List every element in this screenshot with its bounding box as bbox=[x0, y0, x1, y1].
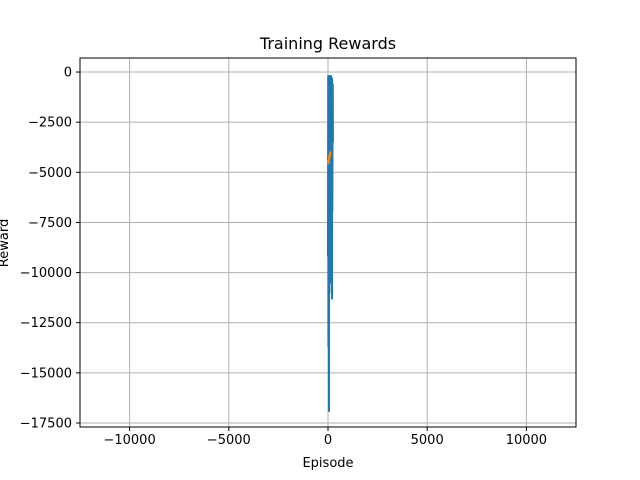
y-axis-ticks: 0 −2500 −5000 −7500 −10000 −12500 −15000 −17500 bbox=[20, 66, 80, 431]
x-axis-label: Episode bbox=[302, 456, 353, 471]
y-tick-label: 0 bbox=[64, 66, 72, 81]
series-group bbox=[326, 75, 334, 412]
chart-title: Training Rewards bbox=[259, 34, 396, 53]
y-tick-label: −15000 bbox=[20, 366, 72, 381]
y-tick-label: −10000 bbox=[20, 266, 72, 281]
y-tick-label: −7500 bbox=[28, 216, 72, 231]
y-tick-label: −2500 bbox=[28, 116, 72, 131]
x-tick-label: 10000 bbox=[506, 433, 547, 448]
y-axis-label: Reward bbox=[0, 219, 12, 267]
y-tick-label: −17500 bbox=[20, 416, 72, 431]
x-axis-ticks: −10000 −5000 0 5000 10000 bbox=[103, 427, 547, 448]
series-line-2 bbox=[326, 151, 333, 165]
x-tick-label: −5000 bbox=[207, 433, 251, 448]
y-tick-label: −12500 bbox=[20, 316, 72, 331]
y-tick-label: −5000 bbox=[28, 166, 72, 181]
series-line-1 bbox=[327, 75, 334, 412]
x-tick-label: 5000 bbox=[411, 433, 444, 448]
x-tick-label: 0 bbox=[324, 433, 332, 448]
x-tick-label: −10000 bbox=[103, 433, 155, 448]
